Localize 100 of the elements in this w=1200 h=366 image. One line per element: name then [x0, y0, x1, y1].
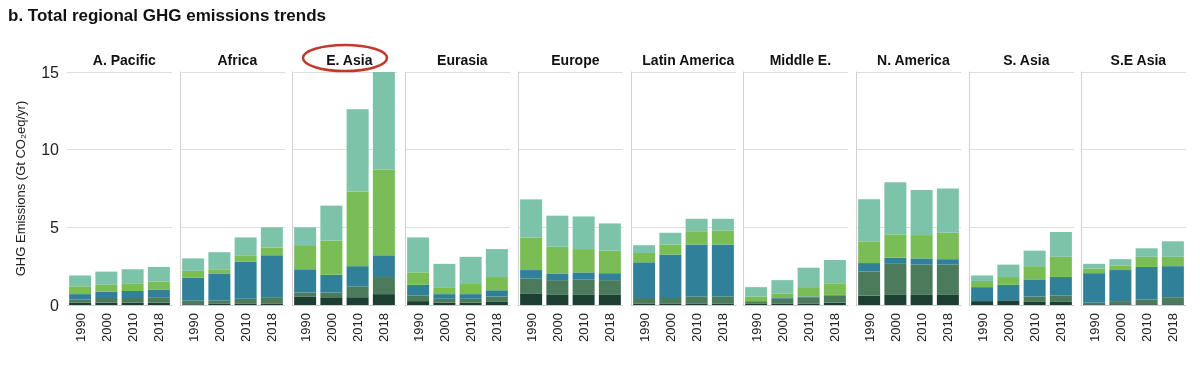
- bar: [598, 294, 621, 305]
- bar: [373, 255, 396, 278]
- bar: [970, 275, 993, 281]
- bar: [858, 295, 881, 305]
- bar: [936, 188, 959, 233]
- y-tick-label: 15: [41, 63, 60, 81]
- y-tick-label: 5: [50, 218, 60, 236]
- bar: [685, 296, 708, 304]
- bar: [260, 227, 283, 248]
- bar: [658, 244, 681, 255]
- bar: [1083, 268, 1106, 274]
- bar: [373, 72, 396, 170]
- x-tick-label: 2010: [463, 313, 479, 342]
- bar: [208, 273, 231, 301]
- x-tick-label: 2010: [914, 313, 930, 342]
- bar: [294, 227, 317, 246]
- bar: [1083, 273, 1106, 303]
- bar: [797, 267, 820, 288]
- x-tick-label: 2018: [602, 313, 618, 342]
- bar: [294, 245, 317, 270]
- bar: [147, 266, 170, 282]
- chart-subtitle: Africa: [217, 52, 258, 68]
- bar: [347, 266, 370, 287]
- bar: [996, 284, 1019, 301]
- bar: [234, 255, 257, 262]
- bar: [485, 277, 508, 291]
- bar: [910, 190, 933, 236]
- bar: [546, 215, 569, 247]
- bar: [572, 279, 595, 295]
- bar: [824, 283, 847, 295]
- bar: [519, 237, 542, 271]
- x-tick-label: 2018: [264, 313, 280, 342]
- chart-title: b. Total regional GHG emissions trends: [8, 6, 327, 26]
- bar: [1162, 241, 1185, 257]
- bar: [121, 298, 144, 303]
- bar: [459, 284, 482, 295]
- chart-subtitle: Latin America: [641, 52, 735, 68]
- chart-subtitle: A. Pacific: [92, 52, 157, 68]
- bar: [1162, 266, 1185, 298]
- chart-subtitle: Europe: [551, 52, 600, 68]
- bar: [433, 298, 456, 303]
- bar: [95, 298, 118, 303]
- bar: [373, 294, 396, 305]
- bar: [598, 273, 621, 281]
- bar: [598, 250, 621, 274]
- bar: [294, 269, 317, 293]
- bar: [858, 199, 881, 242]
- bar: [485, 290, 508, 297]
- x-tick-label: 2000: [324, 313, 340, 342]
- bar: [711, 230, 734, 245]
- bar: [632, 298, 655, 304]
- bar: [858, 263, 881, 272]
- bar: [884, 234, 907, 258]
- bar: [711, 244, 734, 297]
- bar: [632, 252, 655, 263]
- bar: [1023, 250, 1046, 267]
- bar: [658, 232, 681, 245]
- x-tick-label: 1990: [410, 313, 426, 342]
- bar: [347, 286, 370, 298]
- x-tick-label: 1990: [72, 313, 88, 342]
- bar: [95, 271, 118, 285]
- chart-subtitle: Middle E.: [769, 52, 832, 68]
- bar: [996, 300, 1019, 305]
- bar: [347, 109, 370, 192]
- x-tick-label: 1990: [748, 313, 764, 342]
- bar: [1109, 265, 1132, 271]
- bar: [884, 263, 907, 295]
- bar: [711, 296, 734, 304]
- x-tick-label: 2010: [801, 313, 817, 342]
- bar: [970, 301, 993, 305]
- bar: [320, 292, 343, 299]
- chart-subtitle: S. Asia: [1002, 52, 1050, 68]
- x-tick-label: 2010: [1139, 313, 1155, 342]
- bar: [320, 205, 343, 241]
- bar: [1162, 256, 1185, 267]
- bar: [711, 218, 734, 231]
- bar: [320, 298, 343, 305]
- x-tick-label: 2000: [436, 313, 452, 342]
- bar: [95, 291, 118, 299]
- bar: [121, 283, 144, 292]
- bar: [572, 216, 595, 250]
- bar: [936, 259, 959, 265]
- x-tick-label: 2000: [549, 313, 565, 342]
- bar: [546, 246, 569, 274]
- bar: [858, 271, 881, 296]
- bar: [485, 296, 508, 302]
- bar: [1135, 248, 1158, 257]
- bar: [1049, 277, 1072, 296]
- bar: [1023, 266, 1046, 280]
- bar: [910, 264, 933, 295]
- bar: [407, 301, 430, 305]
- bar: [546, 280, 569, 295]
- x-tick-label: 2000: [887, 313, 903, 342]
- x-tick-label: 1990: [185, 313, 201, 342]
- x-tick-label: 2000: [1000, 313, 1016, 342]
- bar: [147, 297, 170, 303]
- bar: [1049, 231, 1072, 257]
- bar: [320, 274, 343, 293]
- x-tick-label: 2000: [1113, 313, 1129, 342]
- bar: [519, 278, 542, 294]
